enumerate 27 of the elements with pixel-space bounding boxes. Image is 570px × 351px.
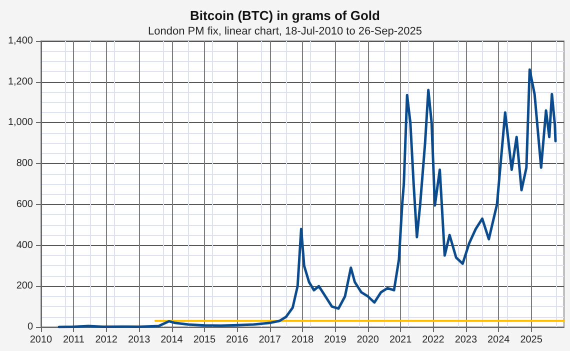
x-tick-label: 2011 <box>62 334 85 346</box>
x-tick-label: 2015 <box>193 334 216 346</box>
chart-subtitle: London PM fix, linear chart, 18-Jul-2010 to 26-Sep-2025 <box>148 26 422 38</box>
x-tick-label: 2020 <box>356 334 380 346</box>
x-tick-label: 2024 <box>488 334 510 346</box>
x-tick-label: 2013 <box>128 334 151 346</box>
x-tick-label: 2018 <box>291 334 314 346</box>
x-tick-label: 2012 <box>95 334 118 346</box>
x-tick-label: 2021 <box>389 334 412 346</box>
y-tick-label: 0 <box>27 322 34 332</box>
y-tick-label: 1,400 <box>8 36 34 46</box>
line-series <box>58 68 557 328</box>
x-tick-label: 2025 <box>520 334 543 346</box>
y-tick-label: 800 <box>16 158 34 170</box>
chart-title: Bitcoin (BTC) in grams of Gold <box>190 8 380 23</box>
x-tick-label: 2022 <box>422 334 445 346</box>
x-tick-label: 2019 <box>324 334 347 346</box>
y-tick-label: 1,000 <box>8 117 34 128</box>
y-tick-label: 600 <box>16 198 34 210</box>
y-tick-label: 200 <box>16 280 34 292</box>
x-tick-label: 2017 <box>258 334 282 346</box>
x-tick-label: 2016 <box>226 334 249 346</box>
x-tick-label: 2023 <box>454 334 478 346</box>
x-tick-label: 2014 <box>160 334 184 346</box>
y-tick-label: 400 <box>16 240 34 251</box>
x-tick-label: 2010 <box>30 334 53 346</box>
y-tick-label: 1,200 <box>8 76 34 88</box>
